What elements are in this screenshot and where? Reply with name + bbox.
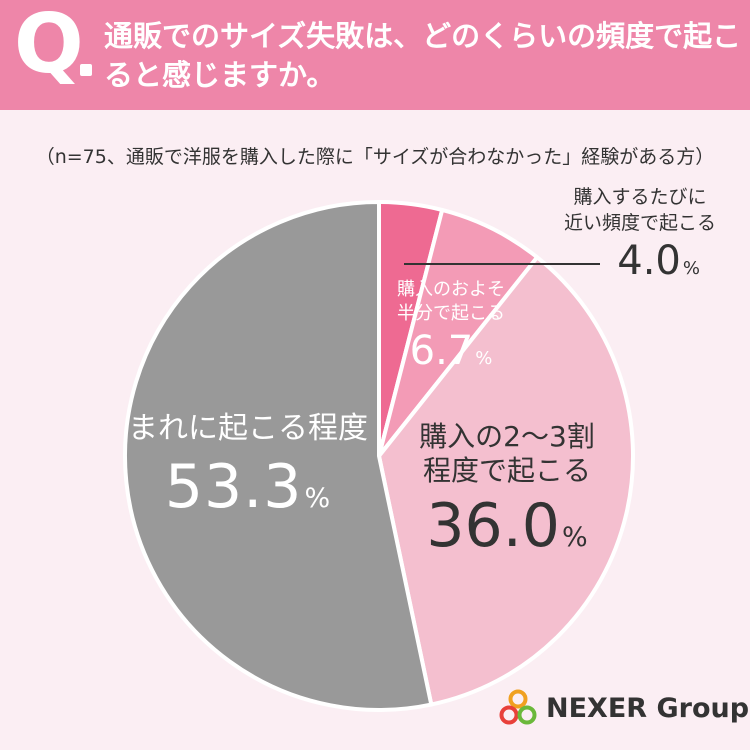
leader-line	[404, 263, 600, 265]
nexer-logo: NEXER Group	[498, 686, 749, 730]
slice-value-rare: 53.3%	[164, 451, 332, 522]
slice-half	[377, 207, 540, 458]
q-dot	[80, 64, 92, 76]
slice-label-half: 購入のおよそ 半分で起こる 6.7%	[376, 278, 526, 374]
slice-name-every-2: 近い頻度で起こる	[563, 212, 716, 234]
slice-name-rare: まれに起こる程度	[128, 411, 368, 446]
slice-name-two-2: 程度で起こる	[422, 454, 591, 487]
slice-name-two-1: 購入の2〜3割	[419, 420, 595, 453]
slice-rare	[123, 200, 434, 712]
slice-value-two-three: 36.0%	[426, 491, 588, 561]
slice-name-half-2: 半分で起こる	[397, 303, 505, 324]
nexer-logo-icon	[499, 689, 537, 725]
slice-value-half: 6.7%	[409, 328, 493, 374]
chart-subtitle: （n=75、通販で洋服を購入した際に「サイズが合わなかった」経験がある方）	[35, 146, 715, 168]
slice-label-every-purchase: 購入するたびに 近い頻度で起こる 4.0%	[540, 184, 740, 284]
slice-label-two-three: 購入の2〜3割 程度で起こる 36.0%	[392, 420, 622, 561]
slice-value-every: 4.0%	[617, 238, 700, 284]
slice-name-half-1: 購入のおよそ	[397, 279, 505, 300]
slice-name-every-1: 購入するたびに	[573, 186, 707, 208]
logo-text: NEXER Group	[546, 692, 750, 724]
slice-two-three	[377, 255, 635, 707]
question-banner: Q 通販でのサイズ失敗は、どのくらいの頻度で起こると感じますか。	[0, 0, 750, 110]
slice-label-rare: まれに起こる程度 53.3%	[108, 411, 388, 522]
q-mark: Q	[14, 0, 84, 92]
question-text: 通販でのサイズ失敗は、どのくらいの頻度で起こると感じますか。	[104, 19, 742, 92]
